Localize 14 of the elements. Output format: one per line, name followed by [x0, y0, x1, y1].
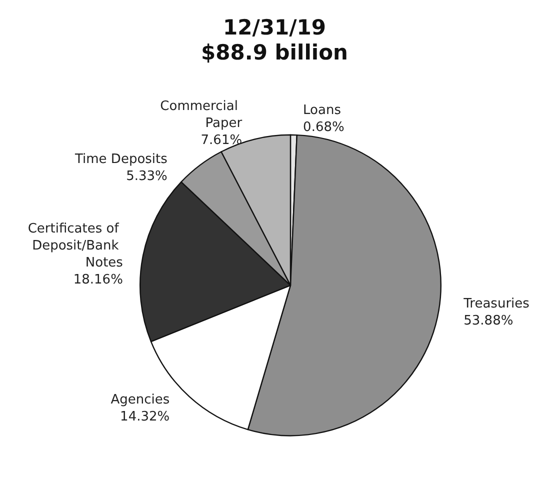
- data-label: 5.33%: [126, 169, 168, 184]
- chart-title: 12/31/19: [222, 16, 326, 40]
- data-label: 14.32%: [120, 410, 170, 424]
- slice-label: Commercial Paper: [160, 99, 243, 132]
- chart-subtitle: $88.9 billion: [201, 40, 348, 64]
- slice-label: Time Deposits: [74, 152, 168, 168]
- data-label: 18.16%: [73, 272, 123, 288]
- slice-label: Treasuries: [462, 296, 530, 312]
- data-label: 53.88%: [464, 314, 514, 329]
- data-label: 7.61%: [200, 133, 242, 148]
- slice-label: Agencies: [110, 392, 170, 408]
- data-label: 0.68%: [303, 120, 344, 135]
- slice-label: Loans: [303, 102, 342, 118]
- slice-label: Certificates of Deposit/Bank Notes: [28, 221, 124, 270]
